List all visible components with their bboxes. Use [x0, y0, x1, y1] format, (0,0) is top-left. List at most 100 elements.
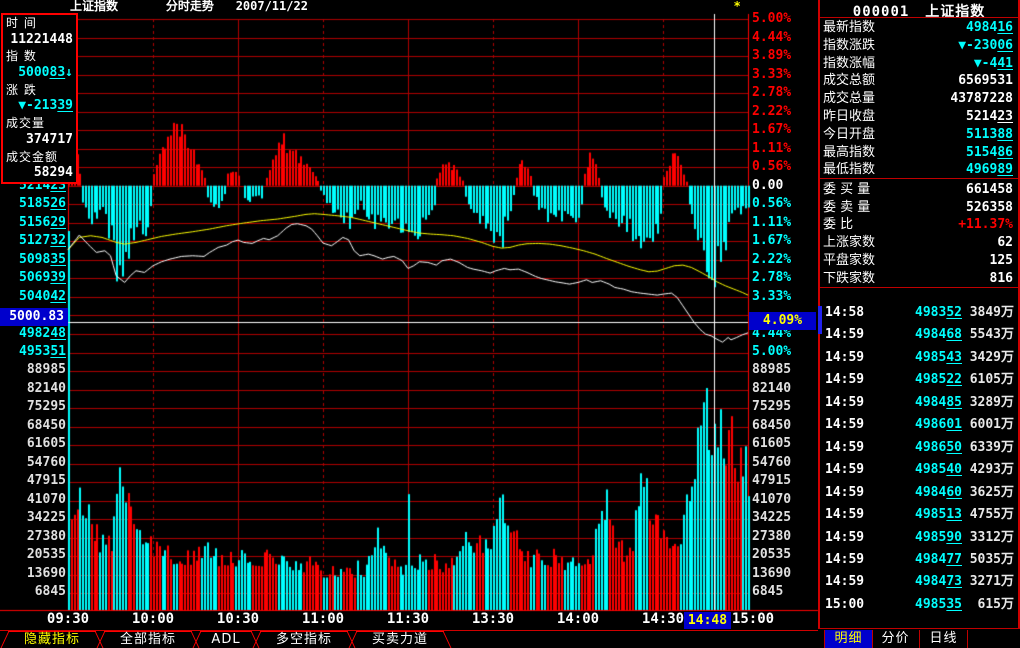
stat-value: 521423 [966, 109, 1013, 124]
time-axis-label: 11:00 [301, 611, 345, 627]
volume-axis-label-left: 6845 [34, 584, 66, 600]
divider [820, 17, 1018, 18]
tab-indicator-0[interactable]: 隐藏指标 [0, 631, 104, 648]
pct-axis-label-down: 1.11% [752, 214, 792, 230]
tick-price: 498513 [915, 507, 962, 523]
time-axis-label: 13:30 [471, 611, 515, 627]
price-axis-label: 504042 [19, 288, 66, 304]
volume-axis-label-left: 41070 [26, 491, 66, 507]
breadth-label: 委 买 量 [823, 182, 871, 197]
indicator-tab-bar: 隐藏指标 全部指标 ADL 多空指标 买卖力道 [0, 630, 818, 648]
tick-volume: 3625万 [969, 484, 1014, 500]
tick-row[interactable]: 15:00 498535 615万 [820, 594, 1018, 616]
tab-indicator-3[interactable]: 多空指标 [252, 631, 356, 648]
volume-axis-label-left: 27380 [26, 528, 66, 544]
pct-axis-label-down: 5.00% [752, 344, 792, 360]
tick-row[interactable]: 14:59 498477 5035万 [820, 549, 1018, 571]
breadth-label: 上涨家数 [823, 235, 876, 251]
tick-volume: 6001万 [969, 417, 1014, 433]
tick-price: 498590 [915, 529, 962, 545]
tick-time: 14:59 [825, 462, 865, 478]
time-axis-label: 10:00 [131, 611, 175, 627]
stat-label: 最新指数 [823, 20, 876, 35]
tick-row[interactable]: 14:59 498540 4293万 [820, 459, 1018, 481]
tick-row[interactable]: 14:59 498468 5543万 [820, 324, 1018, 346]
tick-row[interactable]: 14:59 498522 6105万 [820, 369, 1018, 391]
divider [820, 287, 1018, 288]
volume-axis-label-right: 82140 [752, 380, 792, 396]
tab-detail-1[interactable]: 分价 [872, 630, 920, 648]
quote-stat-row: 今日开盘 511388 [820, 126, 1018, 144]
tab-detail-2[interactable]: 日线 [920, 630, 968, 648]
tick-price: 498485 [915, 394, 962, 410]
chart-title-bar: 上证指数 分时走势 2007/11/22 [68, 0, 748, 13]
stat-value: 511388 [966, 126, 1013, 142]
divider [820, 178, 1018, 179]
volume-axis-label-right: 34225 [752, 510, 792, 526]
tick-row[interactable]: 14:58 498352 3849万 [820, 302, 1018, 324]
price-axis-label: 495351 [19, 344, 66, 360]
quote-stat-row: 成交总额 6569531 [820, 72, 1018, 90]
tick-row[interactable]: 14:59 498513 4755万 [820, 504, 1018, 526]
stat-label: 最高指数 [823, 144, 876, 160]
time-axis-label: 15:00 [731, 611, 775, 627]
crosshair-pct-highlight: 4.09% [749, 312, 816, 330]
tick-row[interactable]: 14:59 498650 6339万 [820, 437, 1018, 459]
tick-volume: 5035万 [969, 551, 1014, 567]
quote-panel-header: 000001 上证指数 [820, 1, 1018, 21]
breadth-value: 816 [989, 270, 1013, 286]
stock-code: 000001 [852, 4, 910, 20]
price-axis-label: 518526 [19, 196, 66, 212]
tick-time: 14:59 [825, 349, 865, 365]
stat-value: 43787228 [950, 91, 1013, 107]
pct-axis-label-up: 3.33% [752, 66, 792, 82]
pct-axis-label-up: 1.67% [752, 122, 792, 138]
stat-label: 最低指数 [823, 162, 876, 178]
stat-value: 515486 [966, 144, 1013, 160]
pct-axis-label-down: 0.56% [752, 196, 792, 212]
tick-price: 498468 [915, 327, 962, 343]
tick-volume: 3312万 [969, 529, 1014, 545]
breadth-value: +11.37% [958, 217, 1013, 233]
info-value: 58294 [33, 165, 73, 181]
breadth-row: 平盘家数 125 [820, 252, 1018, 270]
tick-row[interactable]: 14:59 498485 3289万 [820, 392, 1018, 414]
tick-price: 498473 [915, 574, 962, 590]
breadth-row: 下跌家数 816 [820, 270, 1018, 288]
tick-row[interactable]: 14:59 498460 3625万 [820, 482, 1018, 504]
breadth-label: 委 比 [823, 217, 854, 233]
volume-axis-label-left: 75295 [26, 399, 66, 415]
pct-axis-label-down: 2.78% [752, 270, 792, 286]
tick-row[interactable]: 14:59 498601 6001万 [820, 414, 1018, 436]
breadth-row: 委 卖 量 526358 [820, 199, 1018, 217]
volume-axis-label-left: 34225 [26, 510, 66, 526]
stock-name: 上证指数 [925, 4, 986, 20]
tab-indicator-2[interactable]: ADL [192, 631, 260, 648]
tick-row[interactable]: 14:59 498590 3312万 [820, 527, 1018, 549]
tick-row[interactable]: 14:59 498543 3429万 [820, 347, 1018, 369]
tick-time: 14:59 [825, 372, 865, 388]
volume-axis-label-left: 68450 [26, 417, 66, 433]
tick-volume: 3429万 [969, 349, 1014, 365]
detail-tab-bar: 明细 分价 日线 [818, 628, 1020, 648]
tick-price: 498650 [915, 439, 962, 455]
tab-detail-0[interactable]: 明细 [824, 630, 873, 648]
crosshair-time-highlight: 14:48 [684, 612, 731, 629]
tab-indicator-4[interactable]: 买卖力道 [348, 631, 452, 648]
pct-axis-label-down: 2.22% [752, 251, 792, 267]
stat-label: 今日开盘 [823, 126, 876, 142]
tick-list-scrollbar-thumb[interactable] [818, 306, 822, 334]
tick-time: 14:59 [825, 394, 865, 410]
tab-indicator-1[interactable]: 全部指标 [96, 631, 200, 648]
volume-axis-label-left: 82140 [26, 380, 66, 396]
tick-volume: 6105万 [969, 372, 1014, 388]
quote-panel: 000001 上证指数 最新指数 498416 指数涨跌 ▼-23006 指数涨幅 ▼-4… [818, 0, 1020, 648]
tick-row[interactable]: 14:59 498473 3271万 [820, 571, 1018, 593]
volume-axis-label-right: 41070 [752, 491, 792, 507]
tick-price: 498460 [915, 484, 962, 500]
tick-volume: 615万 [977, 596, 1014, 612]
volume-axis-label-right: 6845 [752, 584, 784, 600]
volume-axis-label-right: 13690 [752, 565, 792, 581]
stat-label: 指数涨幅 [823, 55, 876, 71]
